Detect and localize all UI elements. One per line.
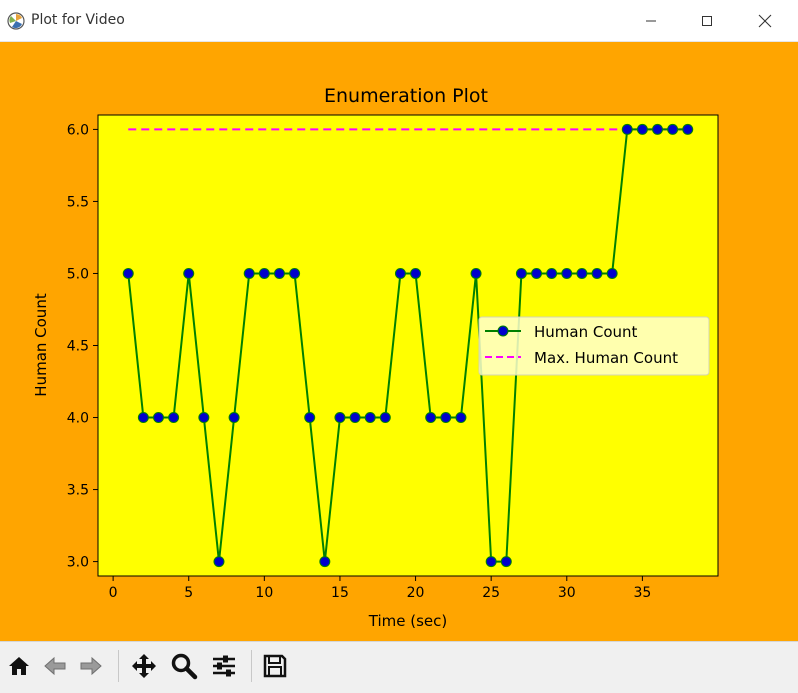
human-count-point [546,267,558,279]
x-axis-label: Time (sec) [368,612,447,630]
x-tick-label: 5 [184,585,193,601]
magnifier-icon [171,653,198,680]
legend-count-label: Human Count [534,323,638,341]
maximize-button[interactable] [684,0,730,42]
human-count-point [561,267,573,279]
toolbar-separator [118,650,119,682]
human-count-point [394,267,406,279]
legend-max-label: Max. Human Count [534,349,678,367]
x-tick-label: 25 [482,585,500,601]
legend-count-marker [497,325,509,337]
human-count-point [168,412,180,424]
home-icon [9,657,29,675]
back-button[interactable] [40,648,70,684]
sliders-icon [213,655,235,677]
window-title: Plot for Video [31,12,125,28]
human-count-point [606,267,618,279]
y-tick-label: 3.0 [67,555,89,571]
human-count-point [273,267,285,279]
human-count-point [258,267,270,279]
human-count-point [500,556,512,568]
save-button[interactable] [260,648,290,684]
human-count-point [122,267,134,279]
legend: Human Count Max. Human Count [478,316,710,376]
x-tick-label: 35 [633,585,651,601]
human-count-point [515,267,527,279]
close-button[interactable] [742,0,788,42]
human-count-point [319,556,331,568]
toolbar-separator [251,650,252,682]
minimize-icon [646,20,656,22]
navigation-toolbar [0,641,798,693]
human-count-point [485,556,497,568]
minimize-button[interactable] [628,0,674,42]
chart-title: Enumeration Plot [324,85,488,107]
y-axis-ticks: 3.0 3.5 4.0 4.5 5.0 5.5 6.0 [67,122,98,571]
pan-button[interactable] [129,648,159,684]
home-button[interactable] [4,648,34,684]
human-count-point [621,123,633,135]
configure-subplots-button[interactable] [209,648,239,684]
x-tick-label: 10 [255,585,273,601]
forward-button[interactable] [76,648,106,684]
human-count-point [576,267,588,279]
human-count-point [228,412,240,424]
move-icon [132,654,156,678]
human-count-point [379,412,391,424]
close-icon [758,14,772,28]
x-tick-label: 20 [407,585,425,601]
y-tick-label: 6.0 [67,122,89,138]
arrow-right-icon [80,656,102,676]
human-count-point [198,412,210,424]
y-tick-label: 5.0 [67,266,89,282]
human-count-point [455,412,467,424]
human-count-point [425,412,437,424]
human-count-point [410,267,422,279]
human-count-point [243,267,255,279]
app-icon [7,12,25,30]
legend-box [478,316,710,376]
human-count-point [137,412,149,424]
human-count-point [682,123,694,135]
x-tick-label: 0 [109,585,118,601]
human-count-point [349,412,361,424]
y-tick-label: 4.0 [67,411,89,427]
human-count-point [440,412,452,424]
human-count-point [667,123,679,135]
x-tick-label: 15 [331,585,349,601]
y-tick-label: 3.5 [67,483,89,499]
human-count-point [304,412,316,424]
zoom-button[interactable] [169,648,199,684]
human-count-point [213,556,225,568]
y-axis-label: Human Count [32,293,50,397]
arrow-left-icon [44,656,66,676]
human-count-point [591,267,603,279]
human-count-point [531,267,543,279]
human-count-point [289,267,301,279]
human-count-point [364,412,376,424]
human-count-point [183,267,195,279]
figure-canvas: Enumeration Plot 3.0 3.5 4.0 4.5 5.0 5.5 6.0 0… [0,42,798,641]
x-tick-label: 30 [558,585,576,601]
human-count-point [652,123,664,135]
human-count-series [122,123,694,568]
human-count-point [470,267,482,279]
x-axis-ticks: 0 5 10 15 20 25 30 35 [109,576,651,601]
y-tick-label: 5.5 [67,194,89,210]
maximize-icon [702,16,712,26]
window-titlebar: Plot for Video [0,0,798,42]
human-count-point [636,123,648,135]
floppy-disk-icon [263,654,287,678]
enumeration-chart: Enumeration Plot 3.0 3.5 4.0 4.5 5.0 5.5 6.0 0… [32,85,719,630]
y-tick-label: 4.5 [67,339,89,355]
human-count-point [334,412,346,424]
human-count-point [152,412,164,424]
